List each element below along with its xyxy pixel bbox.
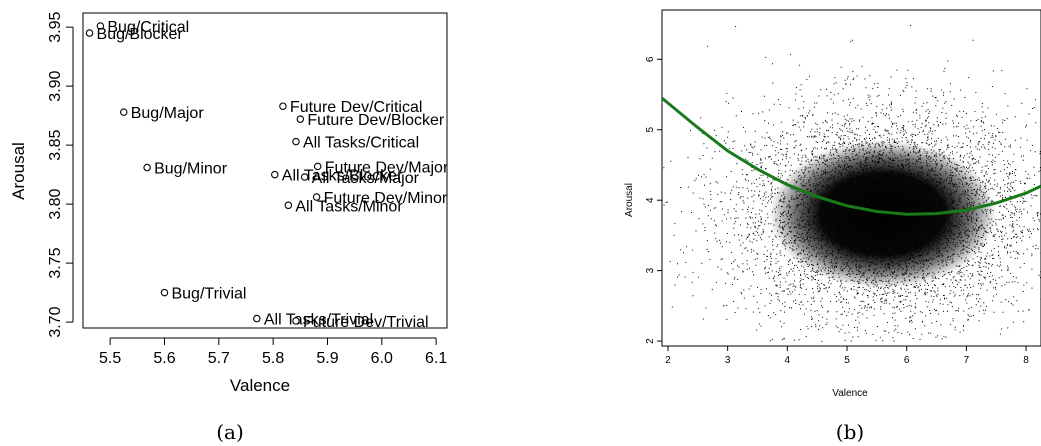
- data-point-label: All Tasks/Blocker: [282, 168, 403, 185]
- data-point: [119, 108, 128, 116]
- x-tick-label-a: 5.9: [316, 350, 338, 367]
- data-point-label: Future Dev/Trivial: [303, 314, 429, 331]
- data-point-label: Future Dev/Major: [325, 159, 449, 176]
- data-point-label: Future Dev/Critical: [290, 99, 422, 116]
- x-tick-label-a: 6.0: [371, 350, 393, 367]
- caption-b: (b): [835, 420, 865, 444]
- data-point: [313, 162, 322, 171]
- y-tick-label-a: 3.85: [47, 129, 64, 160]
- data-point: [271, 170, 279, 179]
- data-point-label: Bug/Minor: [154, 161, 228, 178]
- fit-curve-b: [662, 96, 1041, 216]
- x-axis-label-a: Valence: [230, 376, 290, 395]
- x-tick-label-a: 5.6: [153, 350, 175, 367]
- scatter-cloud-b: [663, 25, 1041, 342]
- x-tick-label-b: 3: [725, 355, 731, 366]
- data-point: [279, 102, 287, 110]
- y-axis-label-a: Arousal: [9, 142, 28, 200]
- y-axis-label-b: Arousal: [624, 183, 635, 217]
- plot-frame-a: [82, 12, 448, 329]
- x-tick-label-b: 8: [1023, 355, 1029, 366]
- y-tick-label-a: 3.75: [47, 247, 64, 278]
- x-tick-label-a: 5.7: [208, 350, 230, 367]
- x-tick-label-b: 2: [665, 355, 671, 366]
- y-tick-label-a: 3.80: [47, 188, 64, 219]
- axis-ticks-b: 2 3 4 5 6 7 8 2 3 4 5 6: [645, 56, 1029, 366]
- y-tick-label-b: 2: [645, 338, 656, 344]
- data-point: [312, 193, 321, 201]
- y-tick-label-b: 4: [645, 197, 656, 203]
- data-point: [292, 317, 300, 325]
- data-point-label: All Tasks/Critical: [303, 135, 419, 152]
- data-point: [284, 201, 293, 210]
- y-tick-label-a: 3.90: [47, 70, 64, 101]
- chart-b: 2 3 4 5 6 7 8 2 3 4 5 6 Valence Arousal: [624, 9, 1041, 399]
- y-tick-label-a: 3.70: [47, 306, 64, 337]
- y-tick-label-b: 3: [645, 267, 656, 273]
- data-point-label: All Tasks/Minor: [295, 198, 403, 215]
- data-point-label: All Tasks/Trivial: [264, 312, 373, 329]
- x-tick-label-b: 4: [785, 355, 791, 366]
- x-tick-label-a: 5.8: [262, 350, 284, 367]
- x-tick-label-b: 7: [964, 355, 970, 366]
- chart-a: 5.5 5.6 5.7 5.8 5.9 6.0 6.1 3.70 3.75 3.80 3.85 3.9…: [9, 11, 449, 395]
- data-point: [143, 163, 151, 172]
- x-tick-label-b: 5: [844, 355, 850, 366]
- data-point: [253, 314, 261, 323]
- data-point: [296, 115, 305, 123]
- data-point-label: All Tasks/Major: [312, 170, 420, 187]
- scatter-core-b: [769, 140, 997, 289]
- plot-frame-b: [661, 9, 1041, 347]
- x-tick-label-a: 6.1: [425, 350, 447, 367]
- y-tick-label-b: 5: [645, 127, 656, 133]
- y-tick-label-a: 3.95: [47, 11, 64, 42]
- data-point: [300, 173, 309, 181]
- axis-ticks-a: 5.5 5.6 5.7 5.8 5.9 6.0 6.1 3.70 3.75 3.80 3.85 3.9…: [47, 11, 447, 367]
- x-axis-label-b: Valence: [832, 388, 868, 399]
- x-tick-label-a: 5.5: [99, 350, 121, 367]
- data-point: [96, 22, 105, 30]
- data-point-label: Bug/Trivial: [171, 286, 246, 303]
- data-point-label: Bug/Critical: [107, 19, 189, 36]
- y-tick-label-b: 6: [645, 56, 656, 62]
- caption-a: (a): [216, 420, 244, 444]
- data-point: [160, 288, 169, 297]
- data-point-label: Future Dev/Blocker: [307, 112, 445, 129]
- data-point: [85, 29, 94, 37]
- data-point-label: Bug/Major: [131, 105, 205, 122]
- x-tick-label-b: 6: [904, 355, 910, 366]
- data-point-label: Future Dev/Minor: [324, 190, 448, 207]
- data-point-label: Bug/Blocker: [97, 26, 184, 43]
- data-point: [292, 137, 300, 146]
